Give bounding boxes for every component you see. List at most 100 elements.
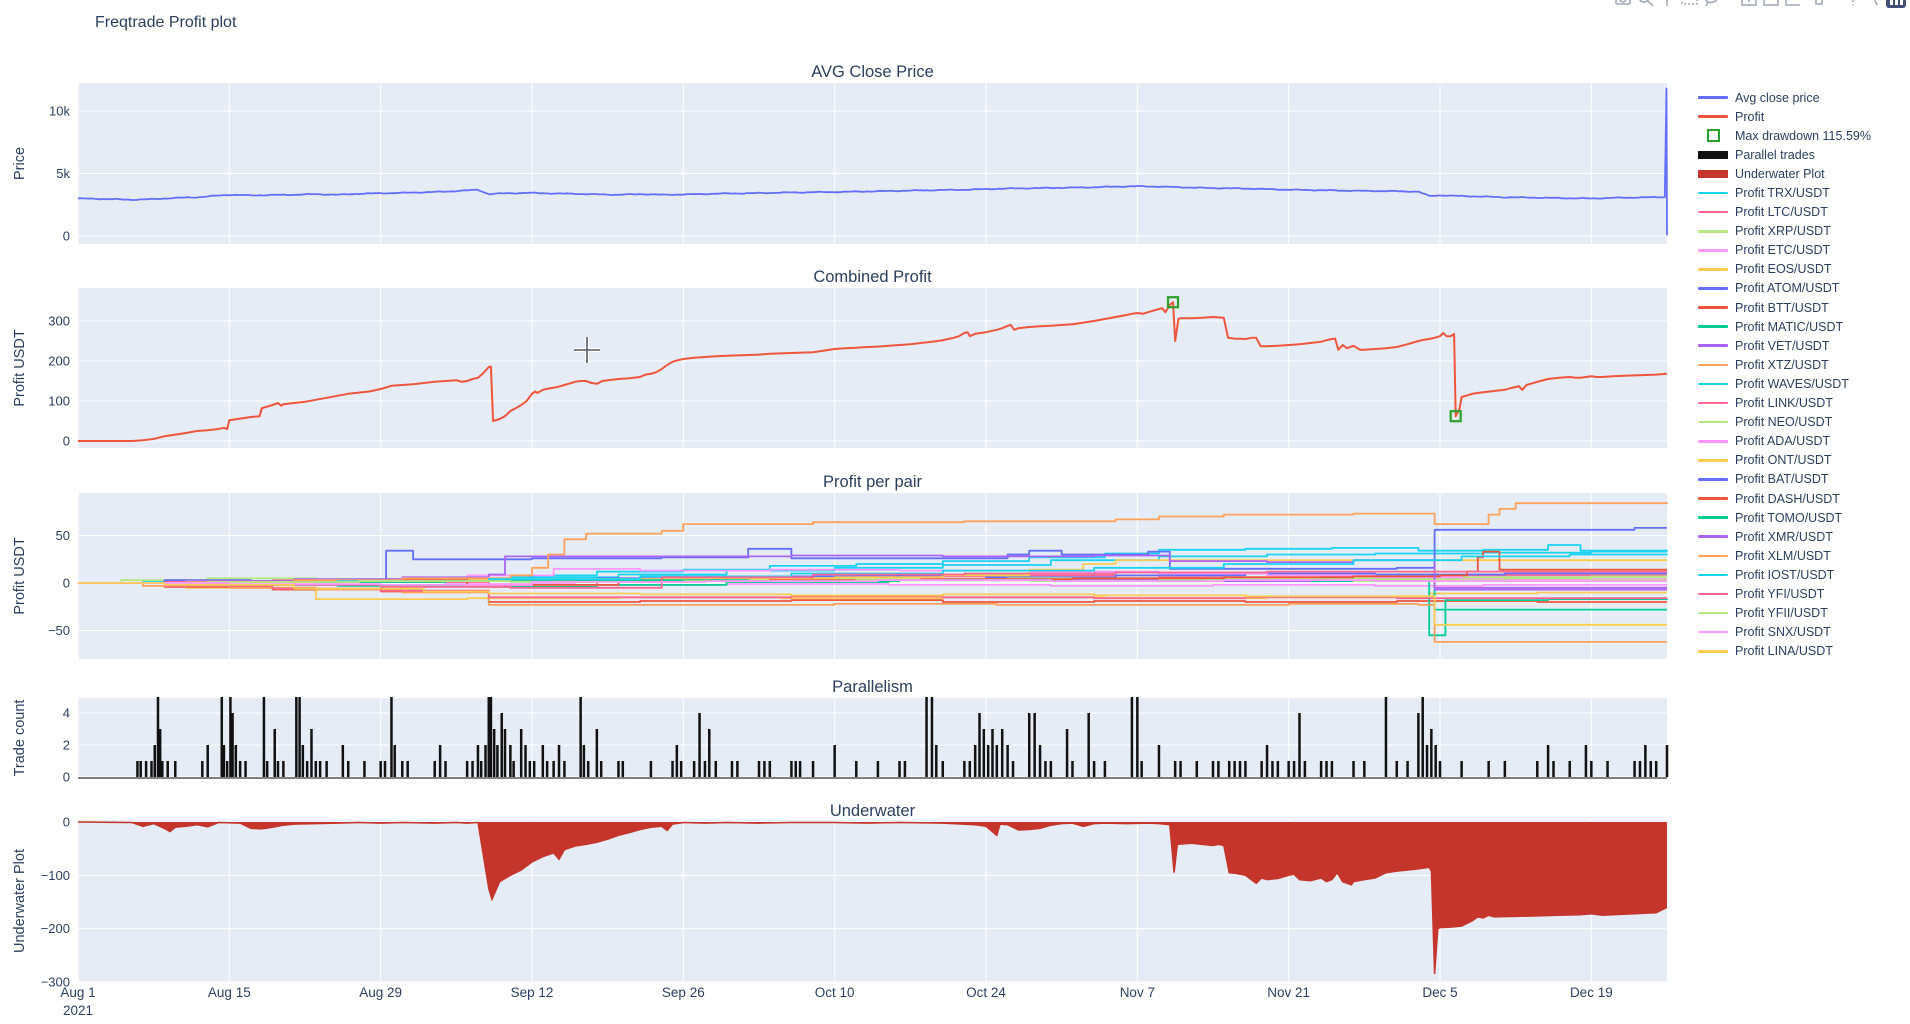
trade-count-bar	[1140, 761, 1143, 777]
legend-item-profit-bat-usdt[interactable]: Profit BAT/USDT	[1697, 470, 1907, 489]
legend-item-profit-waves-usdt[interactable]: Profit WAVES/USDT	[1697, 374, 1907, 393]
trade-count-bar	[621, 761, 625, 777]
legend-label: Profit	[1735, 109, 1765, 124]
trade-count-bar	[479, 761, 483, 777]
legend-item-profit-etc-usdt[interactable]: Profit ETC/USDT	[1697, 241, 1907, 260]
legend-swatch	[1697, 573, 1729, 577]
y-tick-label: 50	[56, 528, 70, 543]
zoom-in-icon[interactable]	[1738, 0, 1760, 9]
trade-count-bar	[273, 729, 276, 777]
x-tick-label: Dec 19	[1570, 985, 1613, 1000]
trade-count-bar	[1233, 761, 1236, 777]
trade-count-bar	[968, 761, 972, 777]
legend-item-avg-close-price[interactable]: Avg close price	[1697, 88, 1907, 107]
legend-item-profit-neo-usdt[interactable]: Profit NEO/USDT	[1697, 413, 1907, 432]
legend-item-profit-tomo-usdt[interactable]: Profit TOMO/USDT	[1697, 508, 1907, 527]
series-profit-xlm-usdt	[78, 502, 1668, 584]
trade-count-bar	[1238, 761, 1242, 777]
trade-count-bar	[433, 761, 436, 777]
trade-count-bar	[301, 745, 305, 777]
legend-item-profit-trx-usdt[interactable]: Profit TRX/USDT	[1697, 183, 1907, 202]
legend-swatch	[1697, 459, 1729, 462]
legend-item-underwater-plot[interactable]: Underwater Plot	[1697, 164, 1907, 183]
trade-count-bar	[1460, 761, 1463, 777]
legend-item-profit-lina-usdt[interactable]: Profit LINA/USDT	[1697, 642, 1907, 661]
legend-item-profit-iost-usdt[interactable]: Profit IOST/USDT	[1697, 565, 1907, 584]
trade-count-bar	[1000, 729, 1004, 777]
trade-count-bar	[1298, 713, 1301, 777]
trade-count-bar	[222, 745, 226, 777]
legend-item-profit-dash-usdt[interactable]: Profit DASH/USDT	[1697, 489, 1907, 508]
legend-swatch	[1697, 191, 1729, 195]
trade-count-bar	[153, 745, 156, 777]
legend-label: Avg close price	[1735, 90, 1820, 105]
legend-item-profit-xrp-usdt[interactable]: Profit XRP/USDT	[1697, 222, 1907, 241]
lasso-icon[interactable]	[1700, 0, 1722, 9]
legend-item-profit-xlm-usdt[interactable]: Profit XLM/USDT	[1697, 546, 1907, 565]
y-tick-label: 10k	[49, 104, 70, 119]
legend-swatch	[1697, 268, 1729, 271]
trade-count-bar	[1265, 745, 1269, 777]
trade-count-bar	[1487, 761, 1490, 777]
trade-count-bar	[794, 761, 798, 777]
legend-label: Profit ETC/USDT	[1735, 243, 1831, 258]
zoom-out-icon[interactable]	[1760, 0, 1782, 9]
legend-item-profit-yfi-usdt[interactable]: Profit YFI/USDT	[1697, 584, 1907, 603]
legend-item-profit-ada-usdt[interactable]: Profit ADA/USDT	[1697, 432, 1907, 451]
legend-item-parallel-trades[interactable]: Parallel trades	[1697, 145, 1907, 164]
series-profit-xtz-usdt	[78, 582, 1667, 643]
trade-count-bar	[276, 761, 280, 777]
autoscale-icon[interactable]	[1782, 0, 1804, 9]
legend-label: Profit XRP/USDT	[1735, 224, 1831, 239]
trade-count-bar	[1130, 697, 1134, 777]
legend-item-profit-eos-usdt[interactable]: Profit EOS/USDT	[1697, 260, 1907, 279]
legend-label: Profit ONT/USDT	[1735, 453, 1832, 468]
trade-count-bar	[1065, 729, 1069, 777]
trade-count-bar	[1654, 761, 1658, 777]
panel-title: Underwater	[830, 802, 916, 820]
legend-item-profit-yfii-usdt[interactable]: Profit YFII/USDT	[1697, 604, 1907, 623]
legend-item-profit-snx-usdt[interactable]: Profit SNX/USDT	[1697, 623, 1907, 642]
trade-count-bar	[161, 761, 164, 777]
trade-count-bar	[262, 697, 266, 777]
y-tick-label: 2	[63, 738, 70, 753]
trade-count-bar	[1552, 761, 1555, 777]
legend-swatch	[1697, 420, 1729, 424]
legend-item-profit-btt-usdt[interactable]: Profit BTT/USDT	[1697, 298, 1907, 317]
trade-count-bar	[1568, 761, 1571, 777]
y-tick-label: −100	[41, 868, 70, 883]
hover-mode-icon[interactable]	[1864, 0, 1886, 9]
trade-count-bar	[1590, 761, 1593, 777]
legend-item-profit-xmr-usdt[interactable]: Profit XMR/USDT	[1697, 527, 1907, 546]
trade-count-bar	[1211, 761, 1215, 777]
legend-item-profit-link-usdt[interactable]: Profit LINK/USDT	[1697, 394, 1907, 413]
legend-item-profit-vet-usdt[interactable]: Profit VET/USDT	[1697, 336, 1907, 355]
plotly-logo[interactable]	[1886, 0, 1906, 8]
trade-count-bar	[139, 761, 142, 777]
legend-item-max-drawdown-115-59-[interactable]: Max drawdown 115.59%	[1697, 126, 1907, 145]
legend-item-profit-matic-usdt[interactable]: Profit MATIC/USDT	[1697, 317, 1907, 336]
trade-count-bar	[150, 761, 153, 777]
trade-count-bar	[757, 761, 761, 777]
legend-item-profit[interactable]: Profit	[1697, 107, 1907, 126]
plot-area[interactable]	[78, 83, 1667, 244]
y-tick-label: 0	[63, 434, 70, 449]
panel-avg-close-price: 0 5k 10k AVG Close Price Price	[12, 63, 1668, 244]
y-axis-title: Price	[12, 147, 28, 180]
plot-area[interactable]	[78, 288, 1667, 448]
legend-item-profit-xtz-usdt[interactable]: Profit XTZ/USDT	[1697, 355, 1907, 374]
box-select-icon[interactable]	[1678, 0, 1700, 9]
y-axis-title: Underwater Plot	[12, 849, 28, 953]
legend-item-profit-ltc-usdt[interactable]: Profit LTC/USDT	[1697, 203, 1907, 222]
reset-axes-icon[interactable]	[1804, 0, 1826, 9]
zoom-icon[interactable]	[1634, 0, 1656, 9]
trade-count-bar	[1195, 761, 1199, 777]
x-tick-label: Aug 1	[60, 985, 95, 1000]
trade-count-bar	[509, 745, 512, 777]
legend-item-profit-atom-usdt[interactable]: Profit ATOM/USDT	[1697, 279, 1907, 298]
camera-icon[interactable]	[1612, 0, 1634, 9]
pan-icon[interactable]	[1656, 0, 1678, 9]
legend-item-profit-ont-usdt[interactable]: Profit ONT/USDT	[1697, 451, 1907, 470]
trade-count-bar	[390, 697, 393, 777]
